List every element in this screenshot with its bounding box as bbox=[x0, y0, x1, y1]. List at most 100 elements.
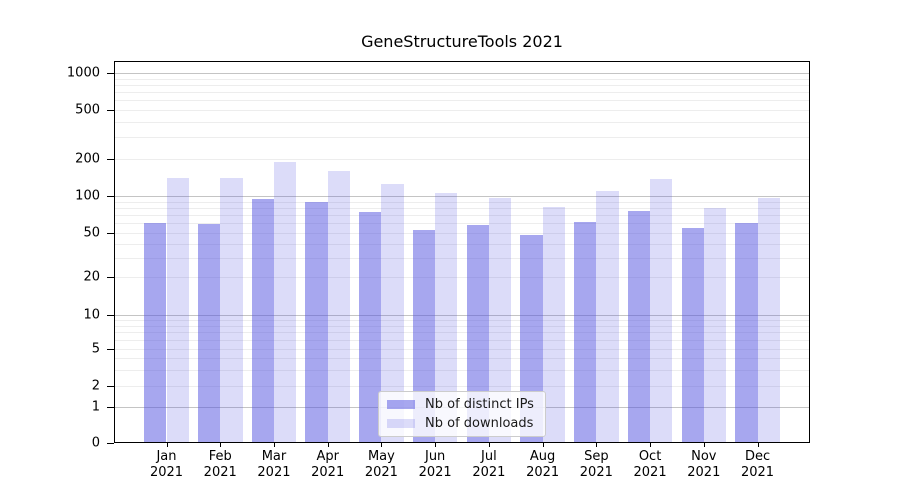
y-tick-mark-5 bbox=[107, 349, 114, 350]
y-tick-label-1000: 1000 bbox=[66, 65, 100, 81]
x-tick-label-dec: Dec 2021 bbox=[740, 449, 775, 480]
x-tick-mark-6 bbox=[435, 443, 437, 447]
y-tick-label-2: 2 bbox=[91, 378, 100, 394]
legend-swatch-distinct-ips bbox=[387, 400, 415, 409]
x-tick-mark-2 bbox=[220, 443, 222, 447]
bar-distinct-ips-nov bbox=[681, 227, 704, 443]
x-tick-label-nov: Nov 2021 bbox=[687, 449, 721, 480]
bar-downloads-sep bbox=[596, 190, 619, 443]
gridline-minor-700 bbox=[114, 91, 810, 93]
x-tick-label-sep: Sep 2021 bbox=[579, 449, 613, 480]
x-tick-label-jan: Jan 2021 bbox=[149, 449, 184, 480]
bar-downloads-jul bbox=[488, 198, 512, 443]
bar-downloads-oct bbox=[650, 178, 673, 443]
x-tick-label-jul: Jul 2021 bbox=[472, 449, 506, 480]
legend-swatch-downloads bbox=[387, 419, 415, 428]
gridline-minor-600 bbox=[114, 99, 810, 101]
gridline-minor-30 bbox=[114, 257, 810, 259]
y-tick-mark-50 bbox=[107, 233, 114, 234]
bar-distinct-ips-feb bbox=[197, 224, 221, 443]
gridline-minor-300 bbox=[114, 137, 810, 139]
gridline-major-10 bbox=[114, 315, 810, 316]
bar-distinct-ips-may bbox=[359, 212, 382, 443]
bar-distinct-ips-dec bbox=[735, 223, 758, 443]
x-tick-mark-7 bbox=[488, 443, 490, 447]
gridline-minor-40 bbox=[114, 243, 810, 245]
gridline-major-1000 bbox=[114, 73, 810, 74]
bar-distinct-ips-sep bbox=[574, 221, 597, 443]
gridline-minor-80 bbox=[114, 207, 810, 209]
x-tick-label-aug: Aug 2021 bbox=[526, 449, 560, 480]
x-tick-label-may: May 2021 bbox=[364, 449, 398, 480]
bar-downloads-nov bbox=[703, 207, 727, 443]
x-tick-mark-11 bbox=[703, 443, 705, 447]
x-tick-mark-5 bbox=[381, 443, 383, 447]
gridline-minor-90 bbox=[114, 201, 810, 203]
bar-downloads-jun bbox=[435, 193, 458, 443]
x-tick-label-feb: Feb 2021 bbox=[203, 449, 237, 480]
y-tick-label-0: 0 bbox=[91, 435, 100, 451]
gridline-minor-500 bbox=[114, 109, 810, 111]
gridline-minor-70 bbox=[114, 215, 810, 217]
gridline-minor-50 bbox=[114, 233, 810, 234]
y-tick-mark-200 bbox=[107, 159, 114, 160]
x-tick-mark-3 bbox=[273, 443, 275, 447]
gridline-minor-800 bbox=[114, 84, 810, 86]
bar-downloads-dec bbox=[757, 198, 780, 443]
gridline-minor-5 bbox=[114, 349, 810, 350]
y-tick-label-200: 200 bbox=[75, 151, 100, 167]
bar-downloads-feb bbox=[220, 178, 243, 443]
x-tick-mark-4 bbox=[327, 443, 329, 447]
bar-distinct-ips-jul bbox=[466, 225, 489, 443]
y-tick-mark-1000 bbox=[107, 73, 114, 74]
x-tick-mark-9 bbox=[596, 443, 598, 447]
y-tick-mark-500 bbox=[107, 109, 114, 111]
bar-distinct-ips-mar bbox=[251, 198, 274, 443]
y-tick-label-10: 10 bbox=[83, 307, 100, 323]
y-tick-mark-100 bbox=[107, 196, 114, 197]
plot-gridlines bbox=[114, 61, 810, 443]
y-tick-label-50: 50 bbox=[83, 225, 100, 241]
y-tick-mark-2 bbox=[107, 386, 114, 387]
plot-bars bbox=[114, 61, 810, 443]
x-tick-mark-8 bbox=[542, 443, 544, 447]
y-tick-mark-20 bbox=[107, 277, 114, 278]
gridline-minor-6 bbox=[114, 340, 810, 342]
gridline-major-100 bbox=[114, 196, 810, 197]
y-tick-mark-10 bbox=[107, 315, 114, 316]
bar-downloads-mar bbox=[273, 162, 297, 443]
gridline-minor-20 bbox=[114, 277, 810, 278]
bar-downloads-jan bbox=[166, 178, 189, 443]
bar-distinct-ips-aug bbox=[520, 234, 543, 443]
legend-row-downloads: Nb of downloads bbox=[387, 416, 537, 431]
bar-distinct-ips-jun bbox=[412, 229, 436, 443]
x-tick-mark-12 bbox=[757, 443, 759, 447]
legend-label-distinct-ips: Nb of distinct IPs bbox=[425, 397, 534, 412]
gridline-minor-2 bbox=[114, 386, 810, 387]
legend-row-distinct-ips: Nb of distinct IPs bbox=[387, 397, 537, 412]
gridline-minor-200 bbox=[114, 159, 810, 160]
x-tick-label-jun: Jun 2021 bbox=[418, 449, 452, 480]
gridline-minor-3 bbox=[114, 369, 810, 371]
y-tick-label-20: 20 bbox=[83, 269, 100, 285]
bar-downloads-apr bbox=[327, 170, 350, 443]
gridline-minor-7 bbox=[114, 332, 810, 334]
gridline-minor-900 bbox=[114, 78, 810, 80]
x-tick-label-apr: Apr 2021 bbox=[311, 449, 345, 480]
x-tick-label-mar: Mar 2021 bbox=[257, 449, 291, 480]
chart-title: GeneStructureTools 2021 bbox=[361, 32, 563, 51]
gridline-minor-400 bbox=[114, 121, 810, 123]
legend: Nb of distinct IPs Nb of downloads bbox=[378, 391, 546, 437]
gridline-minor-60 bbox=[114, 223, 810, 225]
x-tick-mark-1 bbox=[166, 443, 168, 447]
y-tick-mark-0 bbox=[107, 443, 114, 444]
bar-distinct-ips-jan bbox=[144, 223, 167, 443]
legend-label-downloads: Nb of downloads bbox=[425, 416, 534, 431]
y-tick-label-1: 1 bbox=[91, 399, 100, 415]
bar-downloads-may bbox=[381, 184, 404, 443]
gridline-minor-8 bbox=[114, 325, 810, 327]
y-tick-mark-1 bbox=[107, 407, 114, 408]
bar-downloads-aug bbox=[542, 206, 565, 443]
y-tick-label-5: 5 bbox=[91, 341, 100, 357]
